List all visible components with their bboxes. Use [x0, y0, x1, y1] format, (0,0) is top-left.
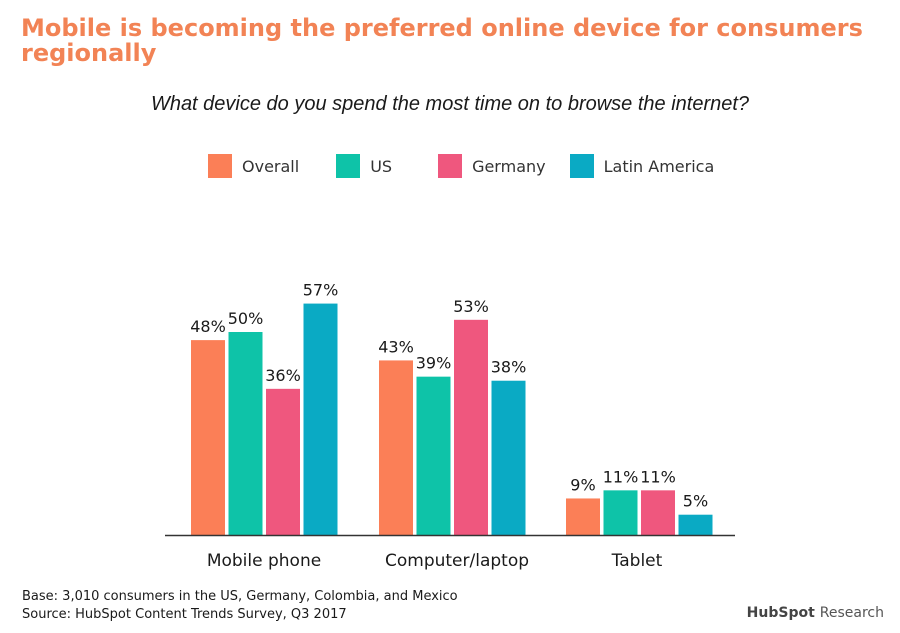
data-label: 57% — [303, 281, 339, 300]
data-label: 39% — [416, 354, 452, 373]
bar — [491, 380, 526, 535]
bar — [603, 490, 638, 535]
bar — [416, 376, 451, 535]
legend-label: Latin America — [603, 156, 715, 176]
brand-name: HubSpot — [746, 605, 815, 621]
footnote-base: Base: 3,010 consumers in the US, Germany… — [22, 589, 458, 604]
data-label: 11% — [640, 467, 676, 486]
data-label: 38% — [491, 358, 527, 377]
brand-label: Research — [819, 605, 884, 621]
legend-swatch — [208, 154, 232, 178]
data-label: 50% — [228, 309, 264, 328]
data-label: 48% — [190, 317, 226, 336]
brand-logo: HubSpot Research — [747, 605, 884, 621]
category-label: Mobile phone — [207, 551, 321, 571]
category-label: Tablet — [611, 551, 663, 571]
bar — [454, 319, 488, 535]
legend-item: US — [336, 154, 392, 178]
bar — [266, 388, 300, 535]
legend-item: Latin America — [569, 154, 715, 178]
legend-item: Germany — [438, 154, 546, 178]
chart-title: Mobile is becoming the preferred online … — [21, 14, 863, 67]
data-label: 9% — [570, 475, 595, 494]
data-label: 53% — [453, 297, 489, 316]
bar — [641, 490, 675, 535]
category-label: Computer/laptop — [385, 551, 529, 571]
bar — [191, 340, 225, 535]
bar — [678, 514, 713, 535]
data-label: 5% — [683, 492, 708, 511]
bar — [566, 498, 600, 535]
footnote-source: Source: HubSpot Content Trends Survey, Q… — [22, 607, 347, 622]
bar — [228, 332, 263, 535]
data-label: 36% — [265, 366, 301, 385]
legend-label: US — [370, 156, 393, 176]
legend-swatch — [336, 154, 361, 178]
legend-swatch — [569, 154, 594, 178]
legend-item: Overall — [208, 154, 299, 178]
legend-label: Germany — [472, 156, 546, 176]
bar — [379, 360, 413, 535]
data-label: 43% — [378, 337, 414, 356]
bar — [303, 303, 338, 535]
chart-legend: Overall US Germany Latin America — [208, 154, 714, 178]
legend-label: Overall — [242, 156, 300, 176]
data-label: 11% — [603, 467, 639, 486]
legend-swatch — [438, 154, 463, 178]
chart-subtitle: What device do you spend the most time o… — [150, 93, 750, 115]
